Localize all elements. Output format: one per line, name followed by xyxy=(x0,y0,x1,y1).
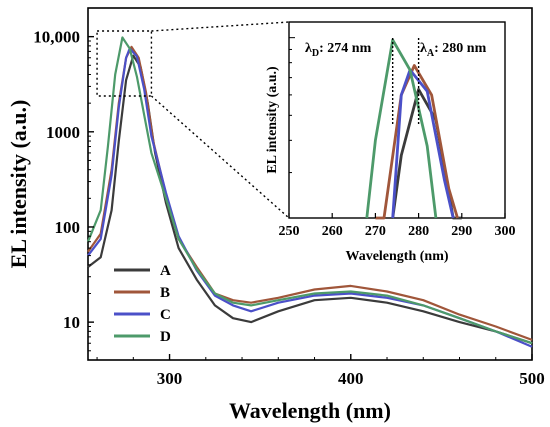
zoom-connector xyxy=(150,95,290,219)
series-line-D xyxy=(86,36,533,345)
inset-y-axis-title: EL intensity (a.u.) xyxy=(265,66,280,174)
y-axis-title: EL intensity (a.u.) xyxy=(6,100,31,269)
inset-x-tick-label: 280 xyxy=(408,224,429,239)
series-line-A xyxy=(87,54,533,345)
y-tick-label: 1000 xyxy=(46,123,80,142)
y-tick-label: 10 xyxy=(63,313,80,332)
peak-annotation: λD: 274 nm xyxy=(305,41,372,59)
zoom-connector xyxy=(151,21,290,32)
inset-series-line-C xyxy=(391,68,455,219)
legend-label-B: B xyxy=(160,285,170,301)
peak-annotation: λA: 280 nm xyxy=(420,41,487,59)
inset-x-axis-title: Wavelength (nm) xyxy=(345,249,448,264)
legend-label-D: D xyxy=(160,329,171,345)
inset-x-tick-label: 270 xyxy=(365,224,386,239)
main-plot: 300 400 500 10 100 1000 10,000 Wavelength (nm) E… xyxy=(6,7,545,423)
x-tick-label: 400 xyxy=(338,369,364,388)
inset-x-tick-label: 250 xyxy=(279,224,300,239)
legend-label-A: A xyxy=(160,263,171,279)
inset-x-tick-label: 300 xyxy=(495,224,516,239)
inset-series-line-B xyxy=(375,64,459,220)
inset-series-line-D xyxy=(365,38,438,219)
legend-label-C: C xyxy=(160,307,171,323)
zoom-region-box xyxy=(96,21,290,219)
y-tick-label: 100 xyxy=(55,218,81,237)
x-tick-label: 500 xyxy=(519,369,545,388)
x-axis-title: Wavelength (nm) xyxy=(229,398,391,423)
zoom-box-rect xyxy=(96,30,153,97)
y-tick-label: 10,000 xyxy=(33,28,80,47)
inset-x-tick-label: 260 xyxy=(322,224,343,239)
inset-series-line-A xyxy=(391,88,462,220)
inset-plot: 250 260 270 280 290 300 Wavelength (nm) EL inte… xyxy=(265,21,516,264)
plot-frame xyxy=(87,7,533,361)
inset-x-tick-label: 290 xyxy=(451,224,472,239)
x-tick-label: 300 xyxy=(157,369,183,388)
